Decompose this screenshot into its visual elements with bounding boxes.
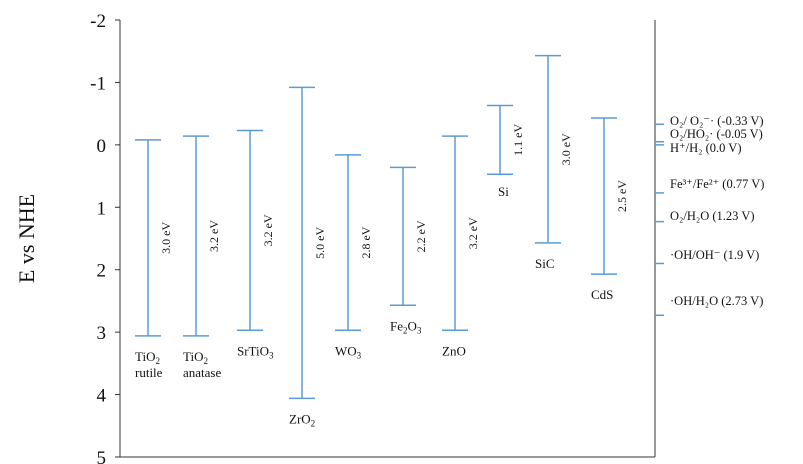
redox-label: Fe³⁺/Fe²⁺ (0.77 V): [670, 177, 764, 191]
y-axis-title: E vs NHE: [14, 194, 39, 283]
y-tick-label: 0: [97, 136, 107, 157]
material-label: SrTiO3: [237, 343, 274, 360]
material-label: SiC: [535, 256, 555, 271]
y-tick-label: 4: [97, 386, 107, 407]
y-tick-label: 5: [97, 448, 107, 464]
redox-label: O₂/HO₂· (-0.05 V): [670, 127, 763, 141]
redox-label: O₂/H₂O (1.23 V): [670, 209, 755, 223]
material-label: ZnO: [442, 343, 466, 358]
band-gap-label: 2.8 eV: [359, 226, 373, 258]
band-gap-label: 2.2 eV: [414, 220, 428, 252]
redox-label: ·OH/H₂O (2.73 V): [670, 294, 763, 308]
y-tick-label: -2: [90, 11, 106, 32]
redox-label: O₂/ O₂⁻· (-0.33 V): [670, 114, 764, 128]
material-label: ZrO2: [289, 411, 315, 428]
band-gap-label: 3.0 eV: [159, 222, 173, 254]
band-gap-label: 3.2 eV: [261, 214, 275, 246]
band-cds: 2.5 eV CdS: [591, 117, 629, 302]
material-label: TiO2: [183, 349, 208, 366]
material-label: Si: [498, 184, 509, 199]
band-sic: 3.0 eV SiC: [535, 54, 573, 271]
band-fe2o3: 2.2 eV Fe2O3: [390, 166, 428, 335]
redox-label: H⁺/H₂ (0.0 V): [670, 141, 741, 155]
band-zno: 3.2 eV ZnO: [442, 135, 480, 358]
band-gap-label: 5.0 eV: [313, 227, 327, 259]
y-tick-label: 1: [97, 198, 107, 219]
material-sublabel: rutile: [135, 365, 163, 380]
y-tick-label: -1: [90, 73, 106, 94]
band-wo3: 2.8 eV WO3: [335, 154, 373, 360]
band-gap-label: 3.0 eV: [559, 133, 573, 165]
y-tick-label: 3: [97, 323, 107, 344]
material-label: TiO2: [135, 349, 160, 366]
redox-label: ·OH/OH⁻ (1.9 V): [670, 248, 759, 262]
y-ticks: -2 -1 0 1 2 3 4 5: [90, 11, 120, 464]
redox-levels: O₂/ O₂⁻· (-0.33 V)O₂/HO₂· (-0.05 V)H⁺/H₂…: [655, 114, 764, 317]
material-label: CdS: [591, 287, 613, 302]
band-si: 1.1 eV Si: [487, 104, 525, 199]
material-sublabel: anatase: [183, 365, 221, 380]
y-tick-label: 2: [97, 261, 107, 282]
material-label: Fe2O3: [390, 318, 422, 335]
material-label: WO3: [335, 343, 362, 360]
band-zro2: 5.0 eV ZrO2: [289, 86, 327, 428]
band-srtio3: 3.2 eV SrTiO3: [237, 129, 275, 360]
band-gap-label: 2.5 eV: [615, 180, 629, 212]
band-gap-label: 1.1 eV: [511, 124, 525, 156]
band-gap-label: 3.2 eV: [466, 217, 480, 249]
band-gap-label: 3.2 eV: [207, 220, 221, 252]
